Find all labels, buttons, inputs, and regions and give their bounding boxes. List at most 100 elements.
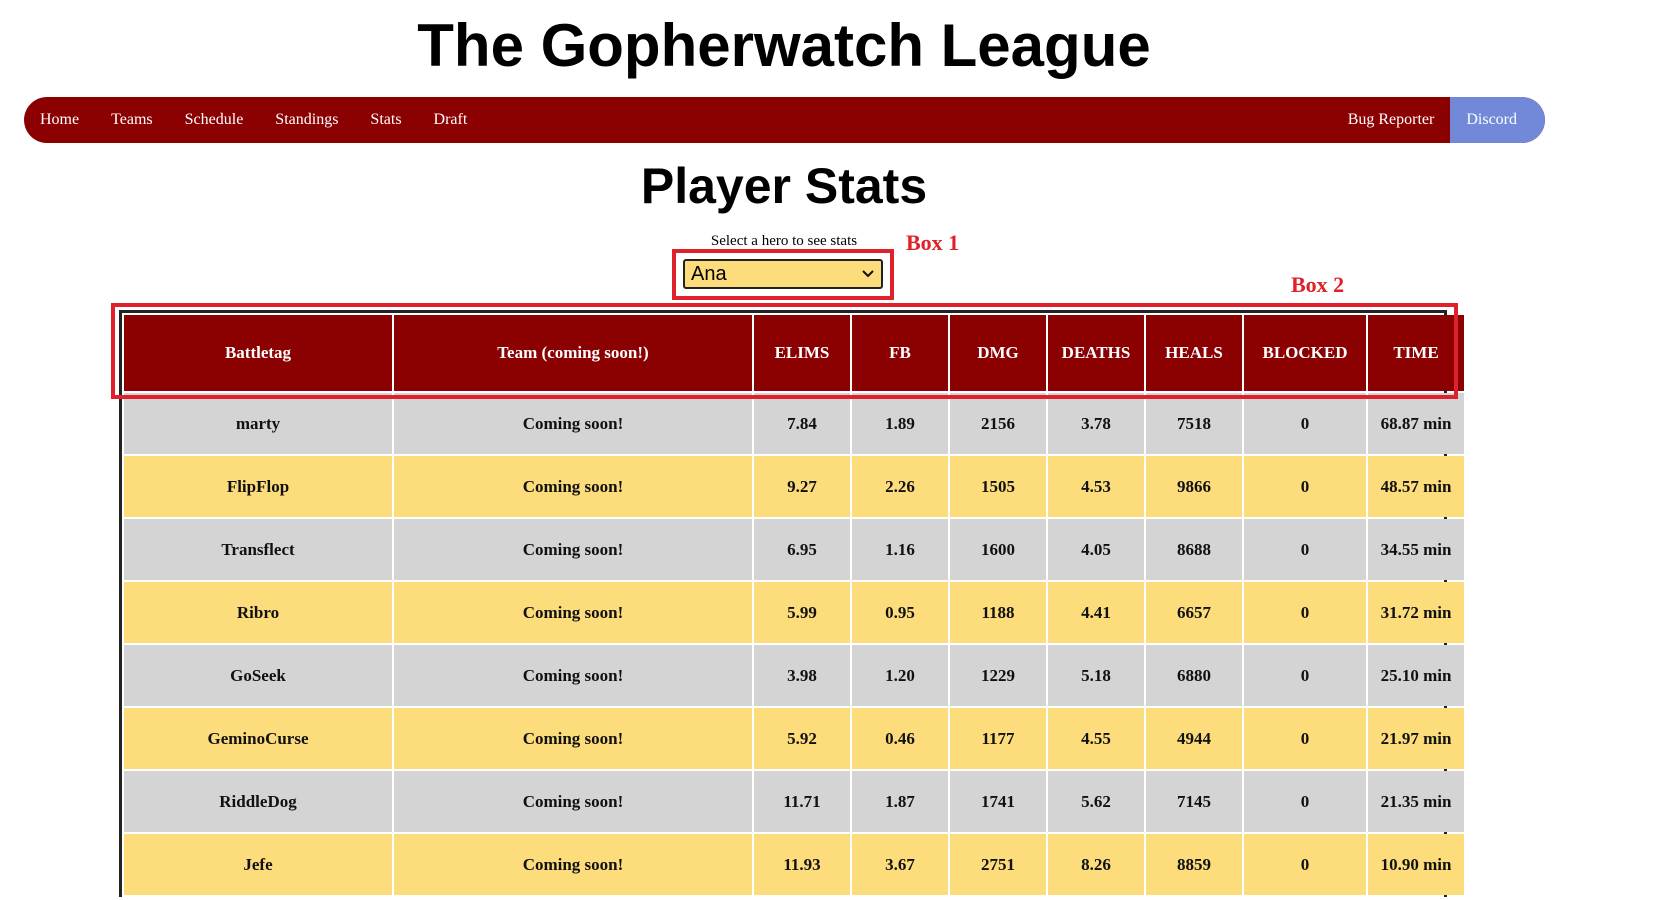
cell-blocked: 0 <box>1244 519 1366 580</box>
cell-deaths: 5.62 <box>1048 771 1144 832</box>
cell-blocked: 0 <box>1244 708 1366 769</box>
cell-dmg: 1229 <box>950 645 1046 706</box>
player-stats-table: Battletag Team (coming soon!) ELIMS FB D… <box>119 310 1464 897</box>
cell-team: Coming soon! <box>394 771 752 832</box>
nav-schedule[interactable]: Schedule <box>184 111 244 128</box>
cell-elims: 7.84 <box>754 393 850 454</box>
nav-home[interactable]: Home <box>40 111 80 128</box>
stats-table: Battletag Team (coming soon!) ELIMS FB D… <box>122 313 1466 897</box>
cell-dmg: 1505 <box>950 456 1046 517</box>
page-title: Player Stats <box>640 158 928 214</box>
nav-bug-reporter[interactable]: Bug Reporter <box>1347 111 1435 128</box>
header-blocked[interactable]: BLOCKED <box>1244 315 1366 391</box>
cell-deaths: 4.55 <box>1048 708 1144 769</box>
cell-blocked: 0 <box>1244 393 1366 454</box>
header-time[interactable]: TIME <box>1368 315 1464 391</box>
cell-battletag: marty <box>124 393 392 454</box>
cell-battletag: GeminoCurse <box>124 708 392 769</box>
table-row: Transflect Coming soon! 6.95 1.16 1600 4.05 86… <box>124 519 1464 580</box>
cell-battletag: Jefe <box>124 834 392 895</box>
cell-battletag: Ribro <box>124 582 392 643</box>
cell-blocked: 0 <box>1244 834 1366 895</box>
cell-fb: 1.16 <box>852 519 948 580</box>
cell-dmg: 2751 <box>950 834 1046 895</box>
header-elims[interactable]: ELIMS <box>754 315 850 391</box>
table-row: GoSeek Coming soon! 3.98 1.20 1229 5.18 6880 0 2… <box>124 645 1464 706</box>
cell-blocked: 0 <box>1244 582 1366 643</box>
cell-dmg: 1741 <box>950 771 1046 832</box>
cell-team: Coming soon! <box>394 393 752 454</box>
annotation-label-box-1: Box 1 <box>906 230 960 255</box>
header-team[interactable]: Team (coming soon!) <box>394 315 752 391</box>
cell-deaths: 8.26 <box>1048 834 1144 895</box>
cell-time: 68.87 min <box>1368 393 1464 454</box>
cell-fb: 1.20 <box>852 645 948 706</box>
cell-blocked: 0 <box>1244 645 1366 706</box>
cell-time: 21.35 min <box>1368 771 1464 832</box>
table-row: RiddleDog Coming soon! 11.71 1.87 1741 5.62 71… <box>124 771 1464 832</box>
nav-left-group: Home Teams Schedule Standings Stats Draf… <box>24 97 483 143</box>
cell-team: Coming soon! <box>394 519 752 580</box>
table-header-row: Battletag Team (coming soon!) ELIMS FB D… <box>124 315 1464 391</box>
cell-team: Coming soon! <box>394 582 752 643</box>
cell-heals: 4944 <box>1146 708 1242 769</box>
main-navbar: Home Teams Schedule Standings Stats Draf… <box>24 97 1545 143</box>
cell-time: 25.10 min <box>1368 645 1464 706</box>
cell-team: Coming soon! <box>394 456 752 517</box>
cell-fb: 0.46 <box>852 708 948 769</box>
cell-heals: 7145 <box>1146 771 1242 832</box>
cell-battletag: FlipFlop <box>124 456 392 517</box>
table-row: FlipFlop Coming soon! 9.27 2.26 1505 4.53 9866… <box>124 456 1464 517</box>
chevron-down-icon <box>862 270 874 278</box>
cell-dmg: 2156 <box>950 393 1046 454</box>
cell-time: 21.97 min <box>1368 708 1464 769</box>
cell-heals: 6880 <box>1146 645 1242 706</box>
cell-deaths: 4.05 <box>1048 519 1144 580</box>
annotation-box-1 <box>672 249 894 300</box>
cell-time: 31.72 min <box>1368 582 1464 643</box>
cell-fb: 0.95 <box>852 582 948 643</box>
cell-elims: 5.92 <box>754 708 850 769</box>
header-dmg[interactable]: DMG <box>950 315 1046 391</box>
cell-battletag: RiddleDog <box>124 771 392 832</box>
cell-fb: 3.67 <box>852 834 948 895</box>
cell-heals: 7518 <box>1146 393 1242 454</box>
cell-elims: 5.99 <box>754 582 850 643</box>
cell-deaths: 5.18 <box>1048 645 1144 706</box>
cell-fb: 1.89 <box>852 393 948 454</box>
nav-standings[interactable]: Standings <box>275 111 339 128</box>
cell-heals: 6657 <box>1146 582 1242 643</box>
hero-select-dropdown[interactable]: Ana <box>683 259 883 289</box>
nav-draft[interactable]: Draft <box>433 111 468 128</box>
nav-discord[interactable]: Discord <box>1450 97 1545 143</box>
header-battletag[interactable]: Battletag <box>124 315 392 391</box>
header-heals[interactable]: HEALS <box>1146 315 1242 391</box>
cell-battletag: Transflect <box>124 519 392 580</box>
annotation-label-box-2: Box 2 <box>1291 272 1345 297</box>
cell-elims: 6.95 <box>754 519 850 580</box>
cell-elims: 3.98 <box>754 645 850 706</box>
hero-select-value: Ana <box>691 263 727 285</box>
cell-time: 10.90 min <box>1368 834 1464 895</box>
cell-deaths: 4.53 <box>1048 456 1144 517</box>
header-deaths[interactable]: DEATHS <box>1048 315 1144 391</box>
cell-battletag: GoSeek <box>124 645 392 706</box>
table-row: marty Coming soon! 7.84 1.89 2156 3.78 7518 0 68… <box>124 393 1464 454</box>
cell-heals: 8859 <box>1146 834 1242 895</box>
cell-dmg: 1188 <box>950 582 1046 643</box>
cell-deaths: 4.41 <box>1048 582 1144 643</box>
nav-stats[interactable]: Stats <box>370 111 402 128</box>
cell-heals: 9866 <box>1146 456 1242 517</box>
table-body: marty Coming soon! 7.84 1.89 2156 3.78 7518 0 68… <box>124 393 1464 895</box>
table-row: GeminoCurse Coming soon! 5.92 0.46 1177 4.55 4… <box>124 708 1464 769</box>
cell-blocked: 0 <box>1244 456 1366 517</box>
cell-team: Coming soon! <box>394 708 752 769</box>
cell-deaths: 3.78 <box>1048 393 1144 454</box>
nav-teams[interactable]: Teams <box>111 111 153 128</box>
header-fb[interactable]: FB <box>852 315 948 391</box>
cell-fb: 1.87 <box>852 771 948 832</box>
cell-team: Coming soon! <box>394 834 752 895</box>
cell-dmg: 1600 <box>950 519 1046 580</box>
table-row: Jefe Coming soon! 11.93 3.67 2751 8.26 8859 0 10… <box>124 834 1464 895</box>
cell-team: Coming soon! <box>394 645 752 706</box>
